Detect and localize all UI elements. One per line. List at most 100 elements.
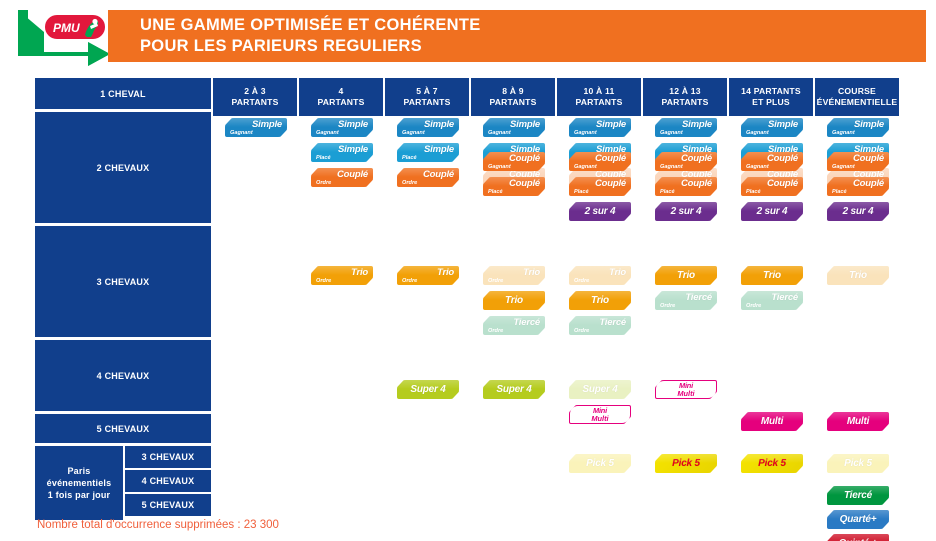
bet-badge-label: Tiercé bbox=[771, 291, 798, 303]
bet-badge-label: Multi bbox=[846, 415, 870, 427]
bet-badge[interactable]: Tiercé bbox=[827, 486, 889, 505]
bet-badge[interactable]: 2 sur 4 bbox=[569, 202, 631, 221]
bet-badge-sublabel: Gagnant bbox=[574, 129, 597, 136]
bet-badge-label: 2 sur 4 bbox=[670, 205, 702, 217]
bet-cell-r0-c0: Simple Gagnant bbox=[213, 118, 299, 143]
bet-badge[interactable]: Trio Ordre bbox=[397, 266, 459, 285]
bet-badge[interactable]: Trio bbox=[827, 266, 889, 285]
bet-badge[interactable]: Couplé Gagnant bbox=[483, 152, 545, 171]
bet-badge[interactable]: Mini Multi bbox=[655, 380, 717, 399]
bet-badge-sublabel: Placé bbox=[746, 188, 761, 195]
bet-badge-label: Simple bbox=[510, 143, 540, 155]
column-header-7: COURSE ÉVÉNEMENTIELLE bbox=[815, 78, 901, 116]
bet-badge[interactable]: Simple Placé bbox=[397, 143, 459, 162]
row-label-0: 1 CHEVAL bbox=[35, 78, 211, 111]
bet-badge[interactable]: Trio Ordre bbox=[483, 266, 545, 285]
bet-badge[interactable]: 2 sur 4 bbox=[741, 202, 803, 221]
bet-badge[interactable]: Couplé Ordre bbox=[397, 168, 459, 187]
pmu-logo-pill: PMU bbox=[44, 14, 106, 40]
bet-badge[interactable]: Mini Multi bbox=[569, 405, 631, 424]
bet-badge-label: Simple bbox=[682, 143, 712, 155]
bet-badge-label: Trio bbox=[609, 266, 626, 278]
bet-badge[interactable]: Multi bbox=[741, 412, 803, 431]
bet-badge-label: Trio bbox=[591, 294, 609, 306]
bet-badge[interactable]: Trio bbox=[569, 291, 631, 310]
bet-badge-label: Couplé bbox=[853, 168, 884, 180]
bet-badge[interactable]: Simple Placé bbox=[311, 143, 373, 162]
bet-badge[interactable]: Couplé Gagnant bbox=[655, 152, 717, 171]
bet-badge-label: Multi bbox=[591, 413, 609, 423]
bet-badge-label: Couplé bbox=[509, 152, 540, 164]
jockey-horse-icon bbox=[85, 18, 99, 37]
header-banner: UNE GAMME OPTIMISÉE ET COHÉRENTE POUR LE… bbox=[108, 10, 926, 62]
bet-badge-sublabel: Ordre bbox=[488, 277, 504, 284]
bet-badge-label: Couplé bbox=[337, 168, 368, 180]
bet-badge[interactable]: Simple Gagnant bbox=[225, 118, 287, 137]
bet-badge[interactable]: Pick 5 bbox=[827, 454, 889, 473]
bet-badge[interactable]: Simple Gagnant bbox=[741, 118, 803, 137]
bet-badge[interactable]: Super 4 bbox=[483, 380, 545, 399]
bet-badge[interactable]: Trio bbox=[655, 266, 717, 285]
bet-badge[interactable]: Quinté + bbox=[827, 534, 889, 541]
bet-badge[interactable]: Couplé Ordre bbox=[311, 168, 373, 187]
bet-badge-label: Super 4 bbox=[410, 383, 446, 395]
column-header-3: 8 À 9 PARTANTS bbox=[471, 78, 557, 116]
bet-badge-label: Simple bbox=[510, 118, 540, 130]
bet-badge[interactable]: Tiercé Ordre bbox=[655, 291, 717, 310]
bet-badge[interactable]: Simple Gagnant bbox=[311, 118, 373, 137]
bet-badge-label: Tiercé bbox=[843, 489, 873, 501]
bet-badge[interactable]: Couplé Placé bbox=[741, 177, 803, 196]
bet-badge[interactable]: Simple Gagnant bbox=[397, 118, 459, 137]
bet-badge[interactable]: Pick 5 bbox=[655, 454, 717, 473]
row-label-4: 5 CHEVAUX bbox=[35, 414, 211, 445]
bet-badge-sublabel: Ordre bbox=[402, 179, 418, 186]
bet-cell-r2-c2: Trio Ordre bbox=[385, 266, 471, 291]
bet-badge[interactable]: Trio Ordre bbox=[311, 266, 373, 285]
bet-badge[interactable]: Pick 5 bbox=[569, 454, 631, 473]
bet-badge[interactable]: Simple Gagnant bbox=[483, 118, 545, 137]
bet-badge-label: Pick 5 bbox=[844, 457, 872, 469]
row-label-event-group: Paris événementiels 1 fois par jour bbox=[35, 446, 125, 522]
bet-badge[interactable]: Simple Gagnant bbox=[827, 118, 889, 137]
bet-badge[interactable]: Couplé Placé bbox=[569, 177, 631, 196]
bet-cell-r4-c4: Pick 5 bbox=[557, 454, 643, 479]
bet-badge[interactable]: Trio bbox=[741, 266, 803, 285]
bet-cell-r1-c4: Couplé Gagnant Couplé Placé 2 sur 4 bbox=[557, 152, 643, 227]
pmu-logo-text: PMU bbox=[53, 21, 80, 35]
bet-badge-label: Quinté + bbox=[839, 539, 878, 541]
bet-badge[interactable]: Simple Gagnant bbox=[569, 118, 631, 137]
bet-badge[interactable]: Tiercé Ordre bbox=[741, 291, 803, 310]
bet-badge-label: Couplé bbox=[681, 152, 712, 164]
bet-badge[interactable]: Couplé Placé bbox=[827, 177, 889, 196]
bet-badge[interactable]: Tiercé Ordre bbox=[483, 316, 545, 335]
bet-cell-r1-c3: Couplé Gagnant Couplé Placé bbox=[471, 152, 557, 202]
row-label-6: 4 CHEVAUX bbox=[125, 470, 211, 494]
bet-badge-label: Simple bbox=[854, 118, 884, 130]
bet-cell-r2-c3: Trio Ordre Trio Tiercé Ordre bbox=[471, 266, 557, 341]
bet-badge[interactable]: Couplé Gagnant bbox=[569, 152, 631, 171]
bet-cell-r2-c5: Trio Tiercé Ordre bbox=[643, 266, 729, 316]
bet-badge-label: Trio bbox=[505, 294, 523, 306]
bet-badge[interactable]: Super 4 bbox=[569, 380, 631, 399]
bet-badge[interactable]: Trio bbox=[483, 291, 545, 310]
bet-badge[interactable]: 2 sur 4 bbox=[827, 202, 889, 221]
bet-badge-label: Super 4 bbox=[582, 383, 618, 395]
bet-badge[interactable]: 2 sur 4 bbox=[655, 202, 717, 221]
bet-badge[interactable]: Simple Gagnant bbox=[655, 118, 717, 137]
row-label-3: 4 CHEVAUX bbox=[35, 340, 211, 413]
bet-badge[interactable]: Pick 5 bbox=[741, 454, 803, 473]
bet-badge[interactable]: Couplé Placé bbox=[655, 177, 717, 196]
bet-badge[interactable]: Super 4 bbox=[397, 380, 459, 399]
bet-badge[interactable]: Trio Ordre bbox=[569, 266, 631, 285]
bet-badge[interactable]: Couplé Placé bbox=[483, 177, 545, 196]
bet-badge-label: Mini bbox=[679, 380, 693, 390]
bet-badge[interactable]: Couplé Gagnant bbox=[827, 152, 889, 171]
bet-badge-label: Couplé bbox=[681, 177, 712, 189]
bet-badge-sublabel: Gagnant bbox=[832, 163, 855, 170]
bet-badge-label: Trio bbox=[437, 266, 454, 278]
bet-badge[interactable]: Couplé Gagnant bbox=[741, 152, 803, 171]
bet-badge[interactable]: Multi bbox=[827, 412, 889, 431]
bet-badge[interactable]: Tiercé Ordre bbox=[569, 316, 631, 335]
bet-badge[interactable]: Quarté+ bbox=[827, 510, 889, 529]
bet-cell-r2-c6: Trio Tiercé Ordre bbox=[729, 266, 815, 316]
